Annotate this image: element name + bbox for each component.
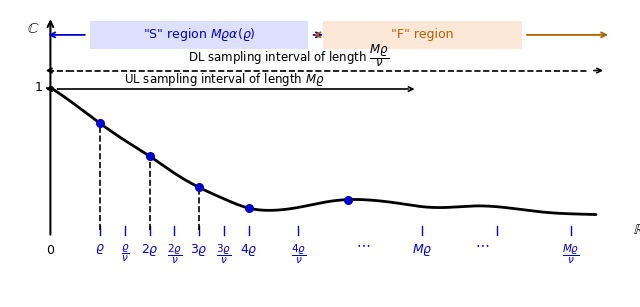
Text: $2\varrho$: $2\varrho$ xyxy=(141,242,159,258)
Text: $\mathbb{C}$: $\mathbb{C}$ xyxy=(27,21,40,36)
Text: $\dfrac{2\varrho}{\nu}$: $\dfrac{2\varrho}{\nu}$ xyxy=(167,243,182,266)
Text: $\cdots$: $\cdots$ xyxy=(475,237,489,251)
Text: $\dfrac{4\varrho}{\nu}$: $\dfrac{4\varrho}{\nu}$ xyxy=(291,243,306,266)
Text: $0$: $0$ xyxy=(46,244,55,258)
Text: $\mathbb{R}_+$: $\mathbb{R}_+$ xyxy=(633,222,640,239)
Text: "F" region: "F" region xyxy=(391,28,454,41)
Text: UL sampling interval of length $M\varrho$: UL sampling interval of length $M\varrho… xyxy=(124,71,324,87)
Text: "S" region $M\varrho\alpha(\varrho)$: "S" region $M\varrho\alpha(\varrho)$ xyxy=(143,26,255,43)
Text: $\dfrac{\varrho}{\nu}$: $\dfrac{\varrho}{\nu}$ xyxy=(120,243,129,264)
Text: $\dfrac{M\varrho}{\nu}$: $\dfrac{M\varrho}{\nu}$ xyxy=(563,243,580,266)
Text: $M\varrho$: $M\varrho$ xyxy=(412,242,433,258)
Text: $\cdots$: $\cdots$ xyxy=(356,237,370,251)
Text: $4\varrho$: $4\varrho$ xyxy=(240,242,258,258)
Text: $\varrho$: $\varrho$ xyxy=(95,242,105,256)
Text: $1$: $1$ xyxy=(34,81,43,94)
Text: DL sampling interval of length $\dfrac{M\varrho}{\nu}$: DL sampling interval of length $\dfrac{M… xyxy=(188,42,389,69)
Text: $3\varrho$: $3\varrho$ xyxy=(190,242,208,258)
Text: $\dfrac{3\varrho}{\nu}$: $\dfrac{3\varrho}{\nu}$ xyxy=(216,243,232,266)
